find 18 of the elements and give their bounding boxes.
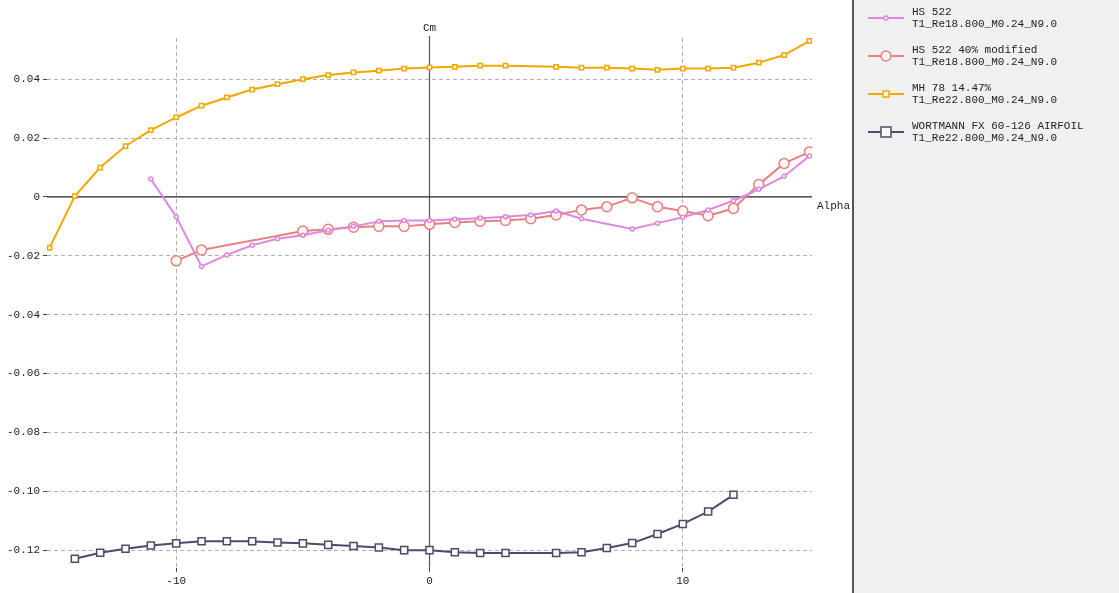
x-tick-label: 10: [676, 575, 690, 588]
y-tick-label: 0: [33, 190, 41, 203]
y-tick-label: 0.04: [13, 73, 41, 86]
y-axis-title: Cm: [422, 22, 437, 35]
x-tick-label: -10: [166, 575, 187, 588]
legend-label: MH 78 14.47% T1_Re22.800_M0.24_N9.0: [912, 82, 1058, 106]
y-tick-label: -0.10: [6, 485, 41, 498]
y-tick-label: 0.02: [13, 131, 41, 144]
y-tick-label: -0.06: [6, 367, 41, 380]
legend-label: WORTMANN FX 60-126 AIRFOIL T1_Re22.800_M0.24_N9.0: [912, 120, 1084, 144]
legend-label: HS 522 40% modified T1_Re18.800_M0.24_N9.0: [912, 44, 1058, 68]
y-tick-label: -0.02: [6, 249, 41, 262]
y-tick-label: -0.08: [6, 426, 41, 439]
x-tick-label: 0: [426, 575, 433, 588]
x-axis-title: Alpha: [817, 200, 851, 213]
y-tick-label: -0.12: [6, 544, 41, 557]
legend-label: HS 522 T1_Re18.800_M0.24_N9.0: [912, 6, 1058, 30]
y-tick-label: -0.04: [6, 308, 41, 321]
